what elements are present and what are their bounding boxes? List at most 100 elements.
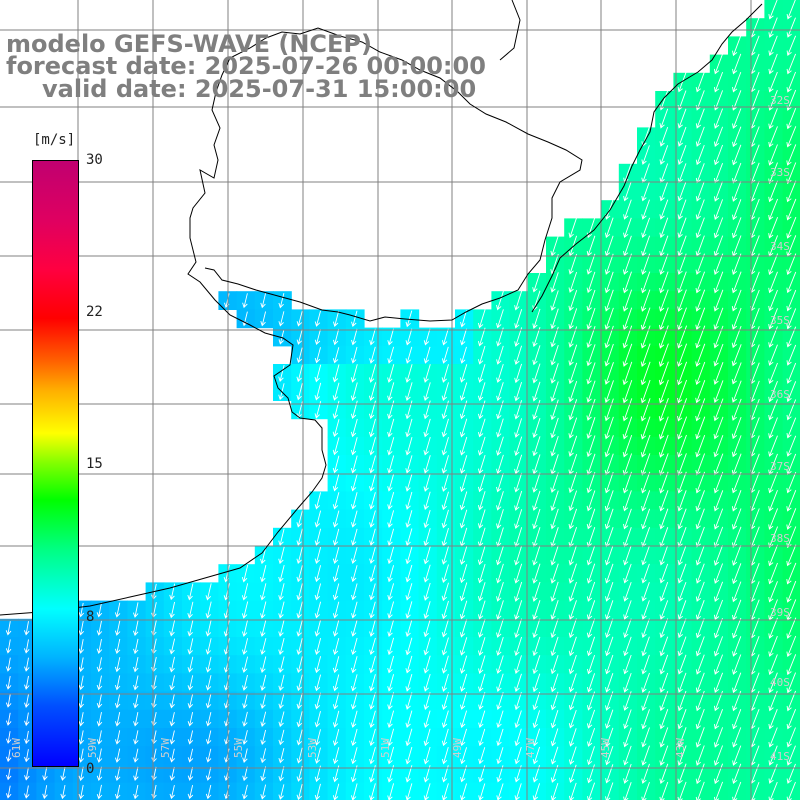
wind-arrow bbox=[605, 727, 614, 748]
wind-arrow bbox=[532, 345, 541, 366]
wind-arrow bbox=[387, 546, 395, 565]
forecast-date: forecast date: 2025-07-26 00:00:00 bbox=[6, 52, 486, 80]
wind-arrow bbox=[477, 509, 486, 529]
wind-arrow bbox=[350, 692, 358, 710]
wind-arrow bbox=[713, 144, 724, 166]
wind-arrow bbox=[423, 601, 431, 620]
wind-arrow bbox=[659, 545, 669, 566]
wind-arrow bbox=[24, 712, 30, 727]
wind-arrow bbox=[604, 435, 614, 458]
wind-arrow bbox=[731, 416, 742, 440]
wind-cell bbox=[782, 782, 800, 800]
wind-arrow bbox=[369, 328, 376, 346]
wind-arrow bbox=[477, 345, 486, 365]
wind-arrow bbox=[96, 675, 103, 691]
wind-arrow bbox=[405, 455, 413, 474]
wind-arrow bbox=[350, 637, 358, 656]
wind-arrow bbox=[496, 728, 504, 747]
wind-arrow bbox=[713, 709, 724, 730]
wind-arrow bbox=[622, 379, 633, 404]
lat-label: 34S bbox=[770, 240, 790, 253]
wind-arrow bbox=[713, 126, 724, 148]
wind-arrow bbox=[423, 509, 431, 529]
wind-arrow bbox=[351, 565, 358, 583]
wind-arrow bbox=[205, 693, 212, 709]
wind-arrow bbox=[713, 217, 724, 239]
wind-arrow bbox=[768, 745, 778, 766]
wind-arrow bbox=[405, 601, 413, 619]
wind-arrow bbox=[369, 528, 376, 546]
wind-arrow bbox=[278, 583, 285, 601]
wind-arrow bbox=[332, 546, 340, 564]
wind-arrow bbox=[658, 416, 669, 440]
wind-arrow bbox=[350, 510, 358, 528]
wind-arrow bbox=[786, 709, 797, 730]
wind-arrow bbox=[732, 35, 742, 57]
wind-arrow bbox=[731, 380, 742, 403]
wind-arrow bbox=[659, 636, 669, 657]
wind-arrow bbox=[641, 490, 651, 512]
wind-arrow bbox=[786, 71, 797, 93]
wind-arrow bbox=[586, 271, 596, 294]
wind-arrow bbox=[478, 747, 486, 765]
wind-arrow bbox=[24, 694, 30, 708]
wind-arrow bbox=[132, 620, 139, 637]
wind-arrow bbox=[695, 108, 705, 129]
wind-arrow bbox=[677, 545, 687, 566]
wind-arrow bbox=[441, 346, 449, 364]
wind-arrow bbox=[786, 490, 797, 512]
wind-arrow bbox=[314, 674, 322, 692]
wind-arrow bbox=[278, 383, 285, 401]
wind-arrow bbox=[387, 710, 395, 729]
wind-arrow bbox=[677, 217, 687, 239]
wind-arrow bbox=[496, 545, 504, 566]
wind-arrow bbox=[586, 563, 596, 584]
wind-arrow bbox=[187, 601, 194, 619]
wind-arrow bbox=[604, 508, 614, 530]
wind-arrow bbox=[242, 674, 248, 691]
wind-arrow bbox=[659, 253, 669, 275]
wind-arrow bbox=[459, 692, 468, 710]
wind-arrow bbox=[241, 564, 249, 583]
wind-arrow bbox=[768, 253, 779, 276]
wind-arrow bbox=[114, 748, 121, 763]
wind-arrow bbox=[514, 290, 523, 311]
wind-arrow bbox=[24, 657, 30, 672]
wind-arrow bbox=[695, 361, 706, 386]
wind-arrow bbox=[550, 636, 559, 657]
wind-arrow bbox=[114, 784, 121, 800]
wind-arrow bbox=[586, 600, 596, 620]
wind-arrow bbox=[677, 145, 687, 166]
wind-arrow bbox=[514, 563, 523, 584]
wind-arrow bbox=[314, 329, 321, 346]
wind-arrow bbox=[786, 216, 797, 239]
wind-arrow bbox=[332, 601, 340, 619]
wind-arrow bbox=[713, 380, 724, 404]
wind-arrow bbox=[387, 364, 395, 383]
wind-arrow bbox=[640, 416, 651, 440]
wind-arrow bbox=[114, 693, 121, 709]
wind-arrow bbox=[586, 691, 596, 711]
wind-arrow bbox=[713, 508, 724, 530]
wind-arrow bbox=[96, 766, 103, 782]
wind-arrow bbox=[496, 290, 504, 311]
wind-arrow bbox=[768, 362, 778, 385]
wind-arrow bbox=[314, 729, 321, 746]
wind-arrow bbox=[405, 436, 413, 456]
wind-arrow bbox=[496, 509, 504, 529]
wind-arrow bbox=[713, 745, 724, 766]
wind-arrow bbox=[695, 181, 705, 202]
wind-arrow bbox=[586, 472, 596, 494]
wind-arrow bbox=[169, 656, 175, 673]
wind-arrow bbox=[441, 582, 449, 602]
wind-arrow bbox=[387, 637, 395, 656]
wind-arrow bbox=[387, 692, 395, 710]
wind-arrow bbox=[786, 544, 797, 567]
wind-arrow bbox=[278, 711, 285, 728]
wind-arrow bbox=[623, 527, 632, 548]
wind-arrow bbox=[459, 364, 468, 383]
wind-arrow bbox=[459, 582, 468, 602]
wind-arrow bbox=[568, 691, 577, 711]
wind-arrow bbox=[477, 382, 486, 402]
wind-arrow bbox=[496, 309, 504, 329]
